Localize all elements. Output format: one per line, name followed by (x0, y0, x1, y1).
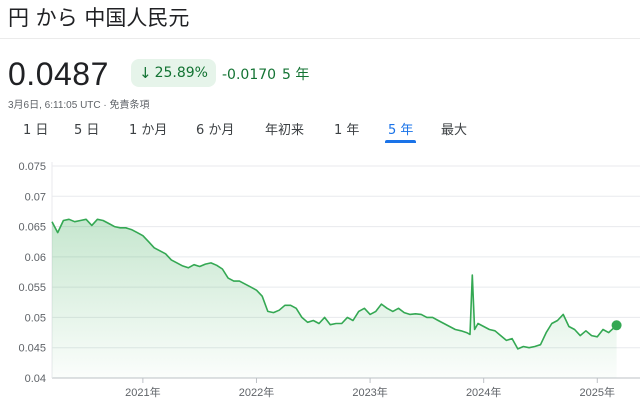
range-tab-6m[interactable]: 6 か月 (196, 123, 235, 138)
x-tick-label: 2024年 (466, 385, 501, 399)
x-tick-label: 2022年 (239, 385, 274, 399)
header-divider (0, 38, 640, 39)
timestamp-disclaimer[interactable]: 3月6日, 6:11:05 UTC · 免責条項 (8, 100, 150, 111)
absolute-change: -0.0170 5 年 (222, 64, 309, 84)
y-tick-label: 0.075 (18, 161, 46, 173)
page-title: 円 から 中国人民元 (8, 6, 190, 30)
percent-change-value: 25.89% (154, 65, 208, 81)
x-tick-label: 2023年 (352, 385, 387, 399)
range-tab-1m[interactable]: 1 か月 (129, 123, 168, 138)
series-line (51, 218, 618, 350)
change-value: -0.0170 (222, 67, 277, 83)
change-period: 5 年 (282, 67, 310, 83)
y-tick-label: 0.05 (25, 312, 46, 324)
y-tick-label: 0.04 (25, 373, 46, 385)
y-tick-label: 0.065 (18, 222, 46, 234)
y-tick-label: 0.06 (25, 252, 46, 264)
series-area (52, 219, 617, 378)
price-history-chart[interactable]: 0.075 0.07 0.065 0.06 0.055 0.05 0.045 0.04 202… (0, 150, 640, 417)
y-tick-label: 0.045 (18, 343, 46, 355)
range-tab-5y[interactable]: 5 年 (384, 119, 417, 143)
current-price: 0.0487 (8, 56, 109, 92)
range-tab-1y[interactable]: 1 年 (334, 123, 360, 138)
range-tab-1d[interactable]: 1 日 (23, 123, 49, 138)
x-tick-label: 2021年 (125, 385, 160, 399)
range-tab-max[interactable]: 最大 (441, 123, 468, 138)
percent-change-badge: ↓ 25.89% (131, 59, 216, 87)
latest-point-marker (611, 320, 622, 331)
range-tab-ytd[interactable]: 年初来 (265, 123, 305, 138)
x-tick-label: 2025年 (580, 385, 615, 399)
y-tick-label: 0.055 (18, 282, 46, 294)
y-tick-label: 0.07 (25, 191, 46, 203)
arrow-down-icon: ↓ (139, 64, 152, 82)
range-tab-5d[interactable]: 5 日 (74, 123, 100, 138)
